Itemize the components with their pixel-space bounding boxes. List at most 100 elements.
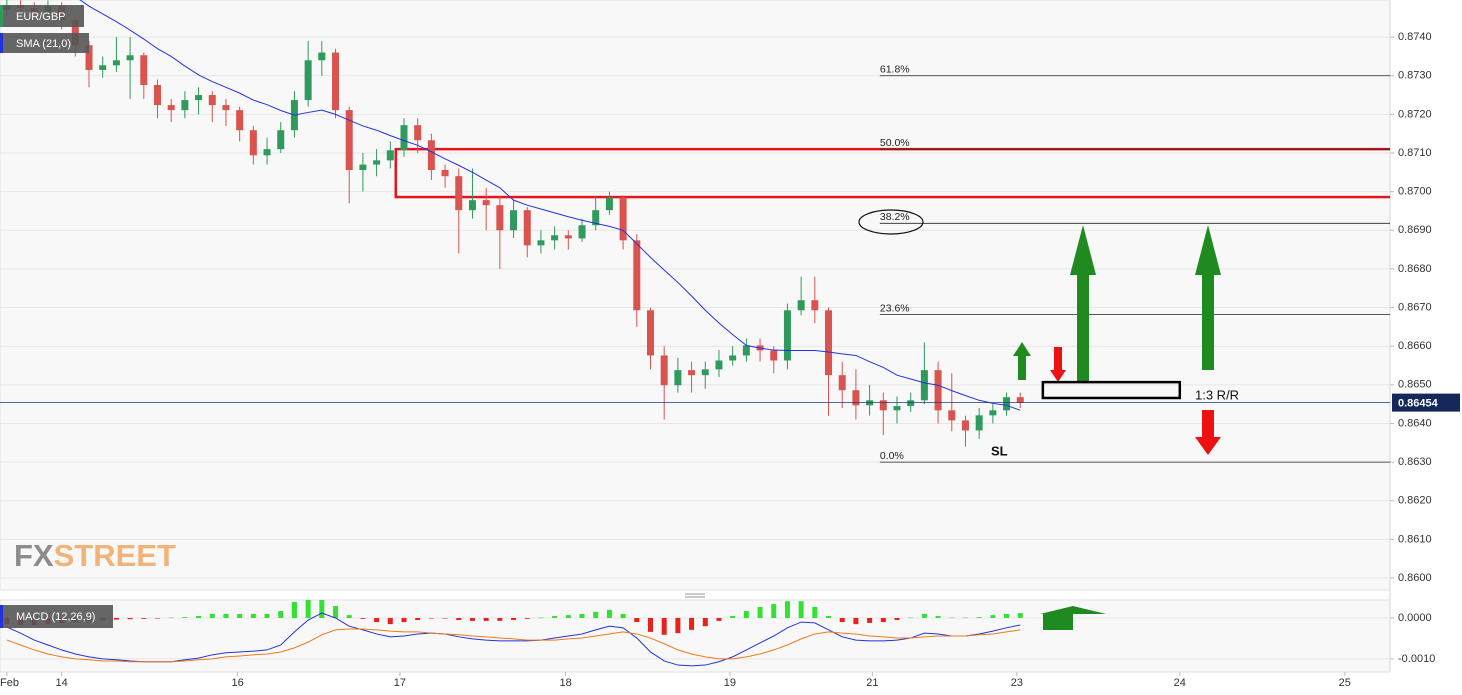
candle-body [605,197,613,211]
macd-histogram-bar [483,618,489,621]
fib-label: 38.2% [880,211,910,223]
candle-body [318,52,326,61]
fib-label: 23.6% [880,302,910,314]
macd-histogram-bar [237,613,243,618]
last-price-label: 0.86454 [1398,398,1439,410]
last-price-box [1392,393,1460,412]
x-tick-label: 17 [394,677,406,689]
sma-legend: SMA (21,0) [0,33,89,53]
candle-body [811,300,819,311]
candle-body [907,400,915,407]
candle-body [797,300,805,311]
macd-histogram-bar [469,618,475,621]
macd-histogram-bar [771,604,777,618]
y-tick-label: 0.8660 [1398,340,1432,352]
macd-histogram-bar [990,615,996,618]
candle-body [99,65,107,70]
panel-splitter[interactable] [685,593,705,598]
macd-histogram-bar [743,611,749,618]
y-tick-label: 0.8700 [1398,186,1432,198]
macd-histogram-bar [976,617,982,618]
macd-histogram-bar [921,613,927,618]
macd-histogram-bar [387,618,393,625]
candle-body [688,370,696,376]
candle-body [633,240,641,311]
macd-histogram-bar [647,618,653,632]
candle-body [825,310,833,376]
macd-histogram-bar [278,611,284,618]
candle-body [920,370,928,401]
macd-histogram-bar [661,618,667,635]
macd-histogram-bar [196,615,202,618]
macd-histogram-bar [620,613,626,618]
candle-body [332,52,340,111]
macd-histogram-bar [880,618,886,623]
fib-label: 61.8% [880,64,910,76]
macd-histogram-bar [291,602,297,618]
candle-body [879,400,887,411]
macd-histogram-bar [401,618,407,623]
y-tick-label: 0.8710 [1398,147,1432,159]
macd-histogram-bar [374,618,380,623]
candle-body [948,410,956,421]
macd-histogram-bar [524,618,530,619]
macd-histogram-bar [182,617,188,618]
candle-body [989,410,997,416]
candle-body [304,60,312,101]
candle-body [770,350,778,361]
candle-body [427,140,435,171]
candle-body [345,110,353,171]
macd-histogram-bar [223,613,229,618]
macd-histogram-bar [867,618,873,623]
fib-label: 0.0% [880,450,904,462]
target-arrow [1195,225,1221,370]
highlight-ellipse [858,209,924,235]
annotation-layer: 1:3 R/R SL 61.8% 50.0% 38.2% 23.6% 0.0% [858,64,1239,630]
candle-body [742,345,750,356]
fib-label: 50.0% [880,137,910,149]
candle-body [1016,397,1024,403]
candle-body [236,110,244,131]
candle-body [140,55,148,86]
candle-body [619,197,627,241]
candle-body [1003,397,1011,411]
macd-histogram-bar [606,609,612,618]
x-tick-label: 18 [559,677,571,689]
candle-body [510,210,518,231]
x-tick-label: 16 [231,677,243,689]
candle-body [71,20,79,46]
watermark-street: STREET [54,538,176,573]
macd-legend: MACD (12,26,9) [0,605,113,628]
candle-body [468,200,476,211]
candle-body [592,210,600,226]
macd-histogram-bar [154,618,160,619]
candle-body [537,240,545,246]
stop-arrow [1195,410,1221,455]
x-tick-label: 19 [724,677,736,689]
candle-body [126,55,134,61]
macd-arrow [1040,606,1106,630]
macd-histogram-bar [689,618,695,630]
main-panel [0,0,1391,591]
y-tick-label: 0.8620 [1398,495,1432,507]
candle-body [373,160,381,165]
candle-body [482,200,490,206]
macd-histogram-bar [497,618,503,621]
macd-histogram-bar [634,618,640,623]
candle-body [674,370,682,386]
macd-histogram-bar [360,618,366,619]
macd-histogram-bar [894,618,900,621]
target-arrow [1070,225,1096,382]
macd-histogram-bar [593,611,599,618]
macd-histogram-bar [826,615,832,618]
macd-histogram-bar [305,600,311,618]
y-tick-label: 0.8650 [1398,379,1432,391]
candle-body [660,355,668,386]
macd-histogram-bar [168,617,174,619]
macd-layer [4,600,1023,667]
sl-label: SL [991,443,1008,458]
macd-histogram-bar [798,601,804,618]
macd-histogram-bar [127,618,133,620]
candle-body [85,45,93,70]
macd-histogram-bar [853,618,859,625]
